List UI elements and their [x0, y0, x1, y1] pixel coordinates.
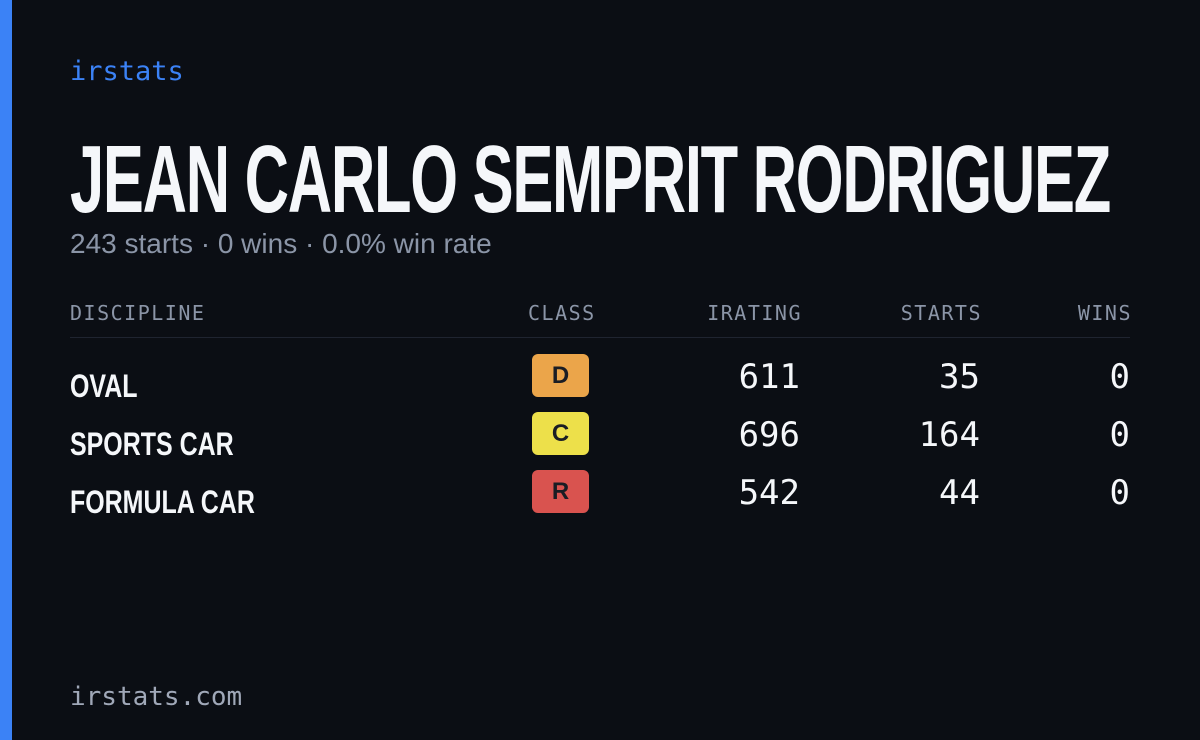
- class-badge: D: [532, 354, 589, 397]
- irating: 542: [738, 473, 800, 513]
- discipline: SPORTS CAR: [70, 426, 234, 462]
- driver-summary: 243 starts · 0 wins · 0.0% win rate: [70, 228, 492, 259]
- brand: irstats: [70, 56, 184, 87]
- footer-url: irstats.com: [70, 682, 243, 712]
- discipline: FORMULA CAR: [70, 484, 255, 520]
- class-badge: R: [532, 470, 589, 513]
- header-discipline: DISCIPLINE: [70, 301, 206, 325]
- header-wins: WINS: [1077, 301, 1132, 325]
- starts: 44: [939, 473, 980, 513]
- starts: 164: [918, 415, 980, 455]
- header-rule: [70, 337, 1130, 338]
- header-class: CLASS: [528, 301, 596, 325]
- driver-name: JEAN CARLO SEMPRIT RODRIGUEZ: [70, 126, 1111, 233]
- irating: 611: [738, 357, 800, 397]
- header-irating: IRATING: [707, 301, 802, 325]
- starts: 35: [939, 357, 980, 397]
- wins: 0: [1109, 473, 1130, 513]
- accent-bar: [0, 0, 12, 740]
- class-badge: C: [532, 412, 589, 455]
- irating: 696: [738, 415, 800, 455]
- wins: 0: [1109, 415, 1130, 455]
- discipline: OVAL: [70, 368, 138, 404]
- header-starts: STARTS: [900, 301, 982, 325]
- wins: 0: [1109, 357, 1130, 397]
